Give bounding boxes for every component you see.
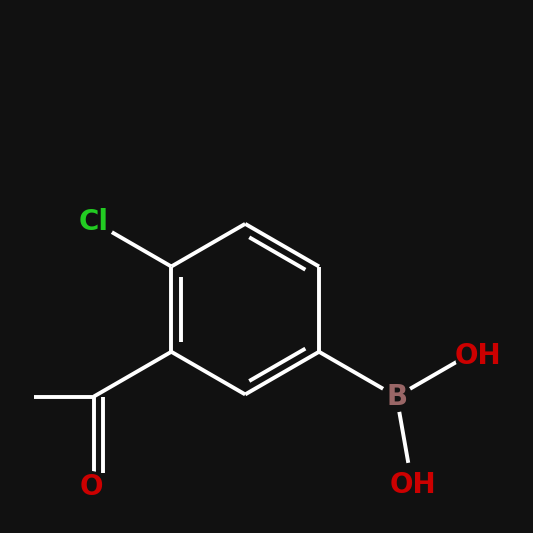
Circle shape: [382, 382, 411, 411]
Circle shape: [76, 472, 106, 502]
Text: OH: OH: [455, 342, 502, 369]
Text: OH: OH: [389, 472, 436, 499]
Text: B: B: [386, 383, 407, 410]
Circle shape: [390, 463, 435, 508]
Text: O: O: [79, 473, 103, 500]
Circle shape: [74, 201, 114, 242]
Circle shape: [456, 333, 500, 378]
Text: Cl: Cl: [79, 208, 109, 236]
